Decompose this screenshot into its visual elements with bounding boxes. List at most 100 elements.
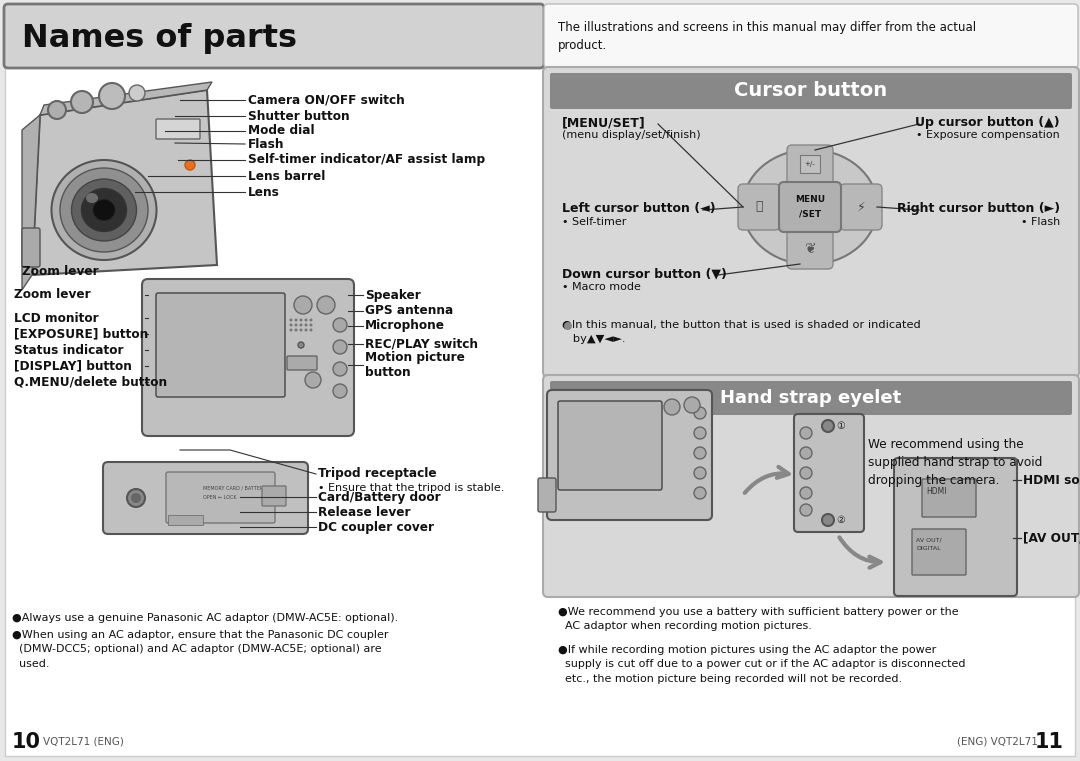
Text: Shutter button: Shutter button <box>248 110 350 123</box>
Circle shape <box>299 323 302 326</box>
FancyBboxPatch shape <box>166 472 275 523</box>
Circle shape <box>305 372 321 388</box>
Text: ②: ② <box>836 515 845 525</box>
FancyBboxPatch shape <box>779 182 841 232</box>
Text: MEMORY CARD / BATTERY: MEMORY CARD / BATTERY <box>203 485 266 490</box>
Ellipse shape <box>86 193 98 203</box>
Circle shape <box>800 447 812 459</box>
Text: by▲▼◄►.: by▲▼◄►. <box>562 334 625 344</box>
Polygon shape <box>22 115 40 290</box>
Text: ●We recommend you use a battery with sufficient battery power or the
  AC adapto: ●We recommend you use a battery with suf… <box>558 607 959 632</box>
Circle shape <box>289 323 293 326</box>
Circle shape <box>131 493 141 503</box>
Text: Flash: Flash <box>248 138 284 151</box>
Text: Left cursor button (◄): Left cursor button (◄) <box>562 202 716 215</box>
Text: Lens: Lens <box>248 186 280 199</box>
Circle shape <box>333 362 347 376</box>
FancyBboxPatch shape <box>894 458 1017 596</box>
Circle shape <box>310 323 312 326</box>
Text: ❦: ❦ <box>805 241 815 255</box>
FancyBboxPatch shape <box>156 119 200 139</box>
Ellipse shape <box>743 149 877 265</box>
Circle shape <box>694 447 706 459</box>
Text: Card/Battery door: Card/Battery door <box>318 491 441 504</box>
Circle shape <box>800 427 812 439</box>
Circle shape <box>310 329 312 332</box>
Text: ①: ① <box>836 421 845 431</box>
Text: [DISPLAY] button: [DISPLAY] button <box>14 359 132 372</box>
FancyBboxPatch shape <box>287 356 318 370</box>
Text: Zoom lever: Zoom lever <box>22 265 98 278</box>
Text: Names of parts: Names of parts <box>22 24 297 55</box>
Text: Self-timer indicator/AF assist lamp: Self-timer indicator/AF assist lamp <box>248 154 485 167</box>
Circle shape <box>800 504 812 516</box>
Circle shape <box>298 342 303 348</box>
Circle shape <box>694 427 706 439</box>
Polygon shape <box>32 90 217 275</box>
Circle shape <box>305 319 308 321</box>
Circle shape <box>694 487 706 499</box>
Text: REC/PLAY switch: REC/PLAY switch <box>365 337 478 351</box>
Circle shape <box>822 420 834 432</box>
FancyBboxPatch shape <box>738 184 780 230</box>
Ellipse shape <box>52 160 157 260</box>
FancyBboxPatch shape <box>543 67 1079 377</box>
Text: ●In this manual, the button that is used is shaded or indicated: ●In this manual, the button that is used… <box>562 320 921 330</box>
FancyBboxPatch shape <box>550 73 1072 109</box>
Text: Cursor button: Cursor button <box>734 81 888 100</box>
Text: Zoom lever: Zoom lever <box>14 288 91 301</box>
Text: [EXPOSURE] button: [EXPOSURE] button <box>14 327 148 340</box>
Circle shape <box>294 296 312 314</box>
FancyBboxPatch shape <box>787 227 833 269</box>
Circle shape <box>295 329 297 332</box>
Circle shape <box>684 397 700 413</box>
Text: 10: 10 <box>12 732 41 752</box>
FancyBboxPatch shape <box>103 462 308 534</box>
FancyBboxPatch shape <box>922 479 976 517</box>
Circle shape <box>800 487 812 499</box>
FancyBboxPatch shape <box>141 279 354 436</box>
Text: • Exposure compensation: • Exposure compensation <box>916 130 1059 140</box>
Circle shape <box>289 329 293 332</box>
Circle shape <box>664 399 680 415</box>
Text: • Macro mode: • Macro mode <box>562 282 640 292</box>
Text: ⏲: ⏲ <box>755 200 762 214</box>
FancyBboxPatch shape <box>558 401 662 490</box>
Text: • Ensure that the tripod is stable.: • Ensure that the tripod is stable. <box>318 483 504 493</box>
Text: MENU: MENU <box>795 196 825 205</box>
Circle shape <box>48 101 66 119</box>
Circle shape <box>800 467 812 479</box>
Text: Lens barrel: Lens barrel <box>248 170 325 183</box>
Circle shape <box>295 319 297 321</box>
Text: 11: 11 <box>1035 732 1064 752</box>
Text: HDMI socket: HDMI socket <box>1023 473 1080 486</box>
Ellipse shape <box>93 199 114 221</box>
Text: (menu display/set/finish): (menu display/set/finish) <box>562 130 701 140</box>
Text: Motion picture
button: Motion picture button <box>365 351 464 379</box>
Text: ●If while recording motion pictures using the AC adaptor the power
  supply is c: ●If while recording motion pictures usin… <box>558 645 966 684</box>
FancyBboxPatch shape <box>4 4 544 68</box>
Circle shape <box>305 323 308 326</box>
Circle shape <box>333 318 347 332</box>
Text: Right cursor button (►): Right cursor button (►) <box>896 202 1059 215</box>
Text: DC coupler cover: DC coupler cover <box>318 521 434 533</box>
Text: VQT2L71 (ENG): VQT2L71 (ENG) <box>43 737 124 747</box>
Bar <box>800 155 820 173</box>
Text: [AV OUT/DIGITAL] socket: [AV OUT/DIGITAL] socket <box>1023 531 1080 545</box>
Circle shape <box>305 329 308 332</box>
Text: Mode dial: Mode dial <box>248 125 314 138</box>
FancyBboxPatch shape <box>546 390 712 520</box>
Circle shape <box>564 322 572 330</box>
Circle shape <box>694 407 706 419</box>
Circle shape <box>333 340 347 354</box>
Circle shape <box>822 514 834 526</box>
FancyBboxPatch shape <box>550 381 1072 415</box>
Text: LCD monitor: LCD monitor <box>14 311 98 324</box>
Circle shape <box>71 91 93 113</box>
FancyBboxPatch shape <box>543 375 1079 597</box>
Circle shape <box>295 323 297 326</box>
Circle shape <box>99 83 125 109</box>
Circle shape <box>127 489 145 507</box>
Ellipse shape <box>71 179 136 241</box>
FancyBboxPatch shape <box>787 145 833 187</box>
